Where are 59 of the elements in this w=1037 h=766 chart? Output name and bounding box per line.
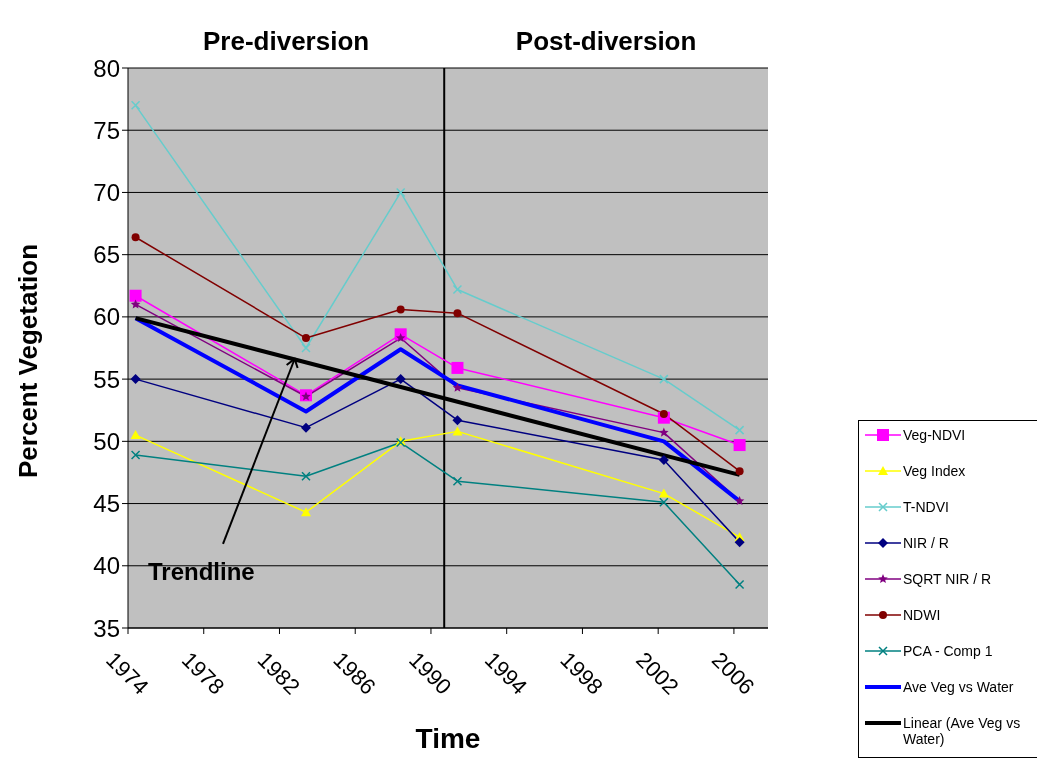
legend-label: T-NDVI	[903, 499, 949, 515]
text: Pre-diversion	[202, 26, 371, 57]
point	[300, 422, 311, 433]
point	[734, 496, 745, 506]
legend-label: Veg-NDVI	[903, 427, 966, 443]
y-tick-label: 65	[93, 241, 120, 269]
point	[301, 334, 310, 343]
point	[131, 233, 140, 242]
legend-label: Linear (Ave Veg vs Water)	[903, 715, 1022, 747]
legend-label: NDWI	[903, 607, 941, 623]
point	[453, 309, 462, 318]
y-tick-label: 45	[93, 490, 120, 518]
point	[659, 497, 669, 508]
point	[733, 439, 746, 452]
point	[130, 450, 141, 460]
point	[452, 415, 463, 426]
legend-label: NIR / R	[903, 535, 949, 551]
point	[452, 476, 463, 486]
point	[451, 361, 464, 374]
point	[735, 467, 744, 476]
point	[395, 333, 406, 343]
text: Post-diversion	[514, 26, 698, 57]
point	[130, 100, 141, 111]
point	[659, 427, 669, 437]
y-tick-label: 75	[93, 116, 120, 144]
point	[395, 374, 406, 385]
legend-label: Ave Veg vs Water	[903, 679, 1014, 695]
point	[734, 579, 745, 590]
annotation: Trendline	[148, 558, 255, 586]
y-tick-label: 50	[93, 427, 120, 455]
x-axis-title: Time	[415, 723, 481, 754]
point	[129, 289, 142, 302]
y-tick-label: 60	[93, 303, 120, 331]
y-tick-label: 35	[93, 614, 120, 642]
point	[452, 382, 463, 392]
point	[395, 187, 406, 198]
point	[300, 507, 311, 517]
point	[659, 409, 668, 418]
y-tick-label: 55	[93, 365, 120, 393]
point	[658, 488, 669, 498]
y-tick-label: 80	[93, 54, 120, 82]
y-axis-title: Percent Vegetation	[13, 243, 44, 478]
point	[452, 426, 463, 436]
legend-label: Veg Index	[903, 463, 966, 479]
legend-label: PCA - Comp 1	[903, 643, 993, 659]
point	[301, 471, 311, 481]
point	[396, 305, 405, 314]
point	[734, 425, 745, 435]
point	[452, 284, 463, 295]
y-tick-label: 70	[93, 178, 120, 206]
point	[301, 343, 311, 353]
point	[130, 299, 141, 309]
point	[734, 537, 745, 548]
legend-label: SQRT NIR / R	[903, 571, 992, 587]
point	[130, 374, 141, 385]
point	[658, 455, 669, 465]
point	[659, 374, 669, 384]
y-tick-label: 40	[93, 552, 120, 580]
point	[130, 430, 141, 440]
